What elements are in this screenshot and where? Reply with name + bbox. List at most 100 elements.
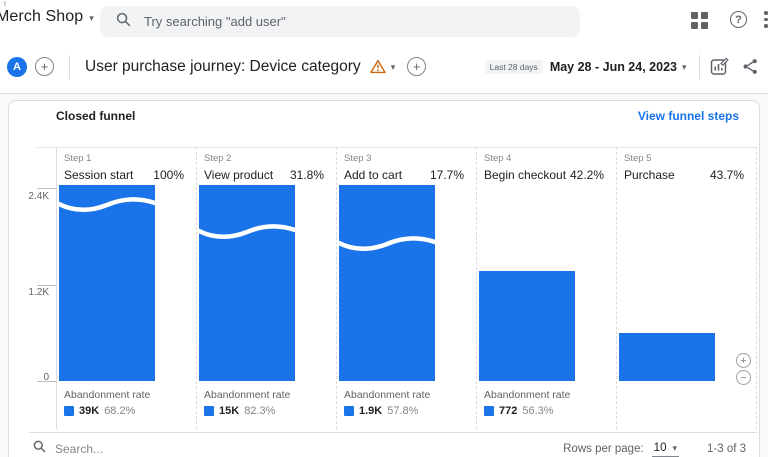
zoom-in-button[interactable]: +	[736, 353, 751, 368]
abandonment-label: Abandonment rate	[64, 389, 151, 401]
funnel-bar-area	[337, 185, 476, 381]
funnel-step-header[interactable]: Step 4 Begin checkout 42.2%	[477, 147, 616, 185]
abandonment-cell	[617, 381, 756, 429]
abandonment-label: Abandonment rate	[484, 389, 571, 401]
step-completion-rate: 100%	[153, 168, 184, 182]
clipped-wave-icon	[199, 224, 295, 239]
legend-color-swatch	[484, 406, 494, 416]
funnel-step-column-3: Step 3 Add to cart 17.7% Abandonment rate 1.…	[336, 147, 476, 429]
funnel-bar[interactable]	[339, 185, 435, 381]
abandonment-count: 39K	[79, 405, 100, 417]
sampling-warning-icon[interactable]	[369, 59, 386, 74]
step-completion-rate: 17.7%	[429, 168, 464, 182]
date-range-selector[interactable]: May 28 - Jun 24, 2023	[549, 59, 677, 74]
insights-icon[interactable]	[710, 57, 729, 76]
funnel-bar[interactable]	[199, 185, 295, 381]
step-name: View product	[204, 168, 274, 182]
y-axis-tick	[37, 188, 56, 189]
chevron-down-icon: ▾	[672, 442, 677, 453]
account-switcher[interactable]: t Merch Shop ▾	[0, 1, 94, 26]
step-completion-rate: 43.7%	[709, 168, 744, 182]
date-preset-chip: Last 28 days	[484, 59, 543, 74]
abandonment-cell: Abandonment rate 15K 82.3%	[197, 381, 336, 429]
step-label: Step 4	[484, 153, 512, 164]
funnel-step-header[interactable]: Step 2 View product 31.8%	[197, 147, 336, 185]
abandonment-count: 1.9K	[359, 405, 383, 417]
abandonment-rate: 57.8%	[387, 405, 419, 417]
legend-color-swatch	[204, 406, 214, 416]
abandonment-cell: Abandonment rate 1.9K 57.8%	[337, 381, 476, 429]
property-name: Merch Shop	[0, 8, 84, 25]
divider	[698, 54, 700, 79]
help-icon[interactable]: ?	[730, 11, 747, 28]
table-search-placeholder: Search...	[55, 442, 104, 456]
divider	[37, 147, 757, 148]
step-name: Session start	[64, 168, 134, 182]
abandonment-count: 15K	[219, 405, 240, 417]
step-name: Add to cart	[344, 168, 403, 182]
warning-dropdown-icon[interactable]: ▾	[390, 62, 396, 72]
funnel-bar[interactable]	[59, 185, 155, 381]
funnel-step-column-2: Step 2 View product 31.8% Abandonment rate 1…	[196, 147, 336, 429]
abandonment-count: 772	[499, 405, 518, 417]
step-name: Purchase	[624, 168, 675, 182]
add-tab-button[interactable]: +	[35, 57, 54, 76]
abandonment-rate: 68.2%	[104, 405, 136, 417]
apps-grid-icon[interactable]	[691, 12, 708, 29]
funnel-bar-area	[477, 185, 616, 381]
step-completion-rate: 42.2%	[569, 168, 604, 182]
chevron-down-icon: ▾	[89, 12, 94, 23]
exploration-header: A + User purchase journey: Device catego…	[0, 40, 768, 94]
funnel-bar-area	[197, 185, 336, 381]
rows-per-page-select[interactable]: 10 ▾	[651, 441, 679, 457]
funnel-panel: Closed funnel View funnel steps 2.4K 1.2K…	[8, 100, 760, 457]
abandonment-rate: 82.3%	[244, 405, 276, 417]
funnel-step-header[interactable]: Step 1 Session start 100%	[57, 147, 196, 185]
y-axis-tick	[37, 381, 56, 382]
abandonment-cell: Abandonment rate 772 56.3%	[477, 381, 616, 429]
funnel-step-header[interactable]: Step 5 Purchase 43.7%	[617, 147, 756, 185]
pagination-range: 1-3 of 3	[707, 443, 746, 455]
date-dropdown-icon[interactable]: ▾	[681, 62, 687, 72]
search-placeholder: Try searching "add user"	[144, 14, 286, 29]
zoom-out-button[interactable]: −	[736, 370, 751, 385]
y-axis-label: 2.4K	[28, 191, 49, 202]
abandonment-label: Abandonment rate	[344, 389, 431, 401]
funnel-chart: Step 1 Session start 100% Abandonment rate 3…	[56, 147, 757, 429]
divider	[69, 54, 70, 79]
funnel-bar[interactable]	[619, 333, 715, 381]
abandonment-rate: 56.3%	[522, 405, 554, 417]
global-search-input[interactable]: Try searching "add user"	[100, 6, 580, 37]
exploration-tab-avatar[interactable]: A	[7, 56, 27, 77]
funnel-step-column-4: Step 4 Begin checkout 42.2% Abandonment rat…	[476, 147, 616, 429]
step-label: Step 1	[64, 153, 92, 164]
abandonment-label: Abandonment rate	[204, 389, 291, 401]
view-funnel-steps-link[interactable]: View funnel steps	[637, 109, 739, 123]
step-label: Step 5	[624, 153, 652, 164]
y-axis-tick	[37, 285, 56, 286]
rows-per-page-value: 10	[653, 441, 667, 454]
table-search-input[interactable]: Search...	[33, 440, 103, 457]
search-icon	[33, 440, 46, 457]
funnel-step-column-5: Step 5 Purchase 43.7%	[616, 147, 756, 429]
funnel-step-header[interactable]: Step 3 Add to cart 17.7%	[337, 147, 476, 185]
app-bar: t Merch Shop ▾ Try searching "add user" …	[0, 0, 768, 41]
rows-per-page-label: Rows per page:	[563, 443, 644, 455]
funnel-bar-area	[57, 185, 196, 381]
step-completion-rate: 31.8%	[289, 168, 324, 182]
divider	[29, 432, 757, 433]
clipped-wave-icon	[339, 236, 435, 251]
funnel-step-column-1: Step 1 Session start 100% Abandonment rate 3…	[56, 147, 196, 429]
funnel-bar-area	[617, 185, 756, 381]
funnel-bar[interactable]	[479, 271, 575, 381]
account-hint-text: t	[4, 1, 6, 8]
share-icon[interactable]	[742, 58, 759, 75]
step-name: Begin checkout	[484, 168, 567, 182]
y-axis-label: 1.2K	[28, 287, 49, 298]
exploration-title: User purchase journey: Device category	[85, 57, 361, 75]
add-step-button[interactable]: +	[407, 57, 427, 76]
legend-color-swatch	[64, 406, 74, 416]
panel-title: Closed funnel	[56, 109, 136, 123]
overflow-menu-icon[interactable]	[764, 11, 768, 28]
